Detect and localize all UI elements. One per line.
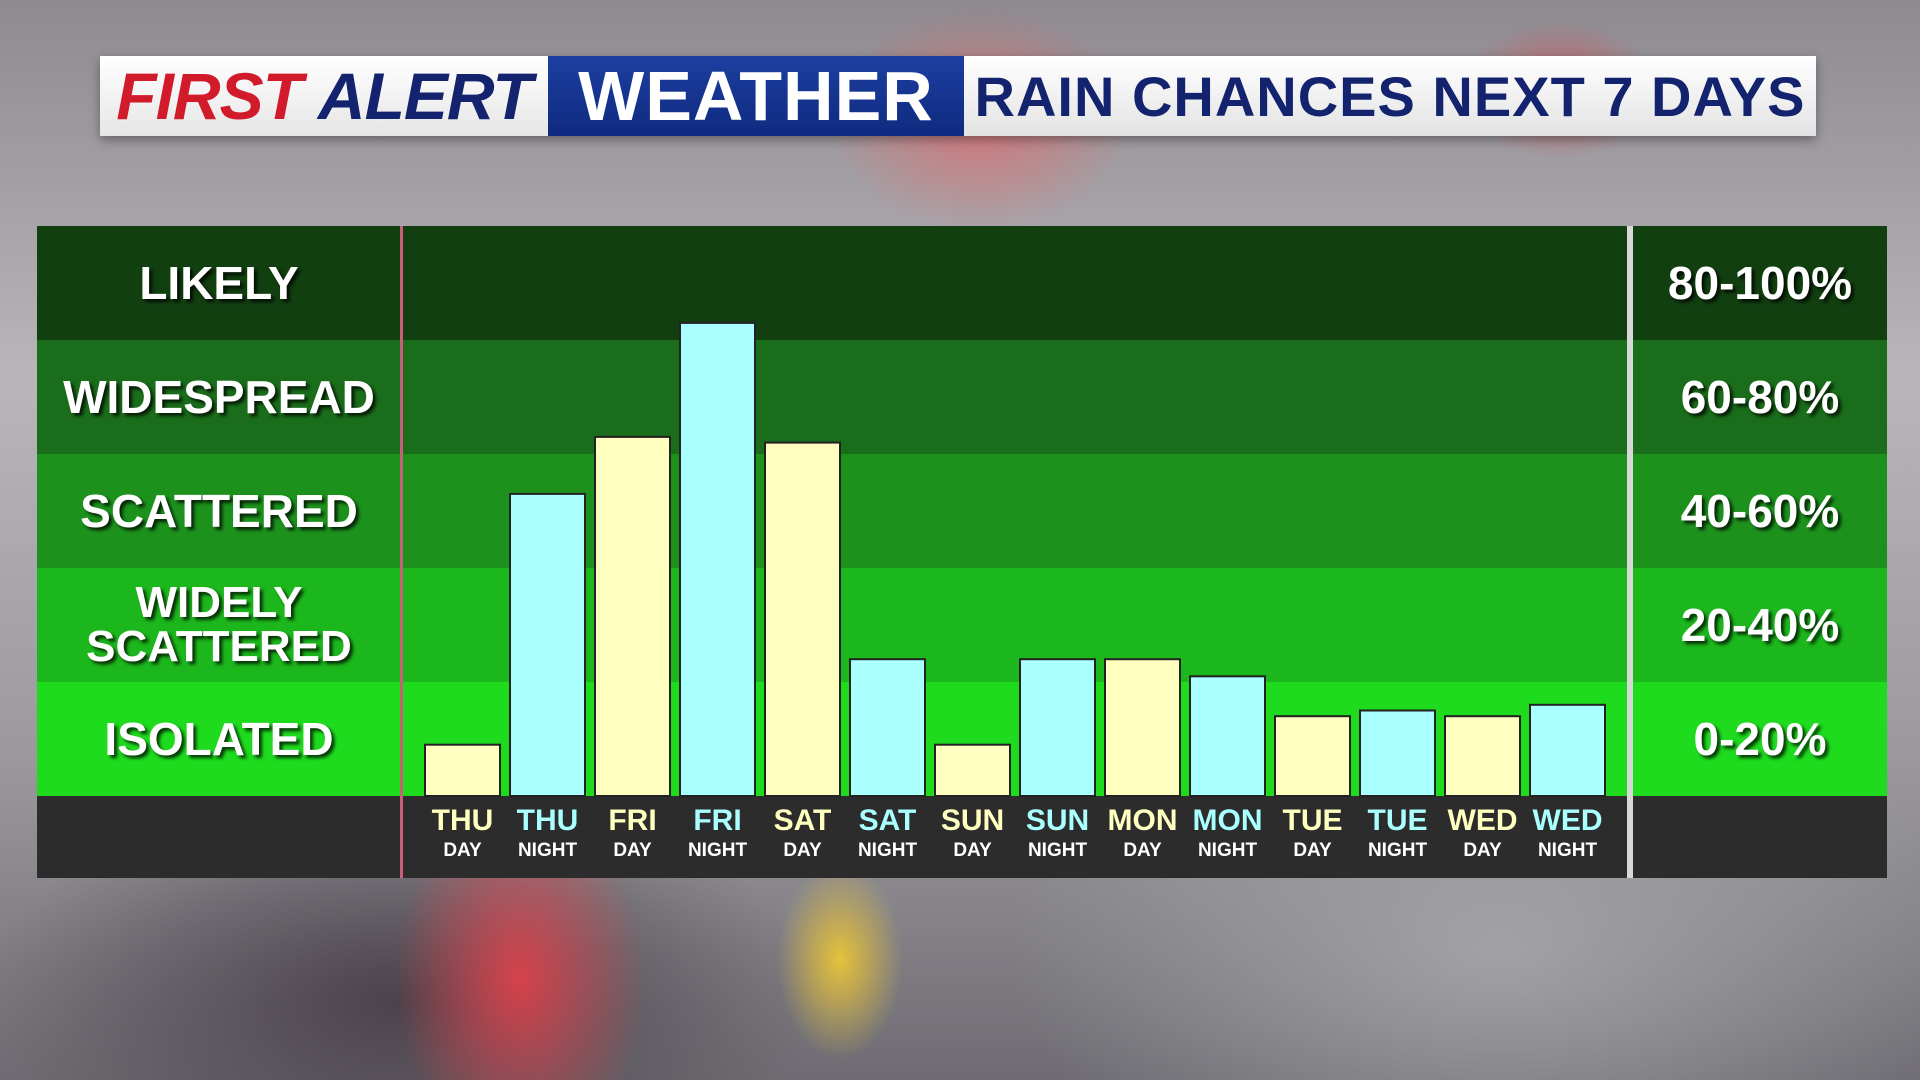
pct-band-scattered: 40-60%: [1633, 454, 1887, 568]
tick-label-period: DAY: [953, 840, 992, 861]
tick-label-period: NIGHT: [1028, 840, 1088, 861]
tick-label-period: DAY: [1463, 840, 1502, 861]
chart-panel: THU DAY THU NIGHT FRI DAY FRI NIGHT SAT DAY SAT NIG…: [403, 226, 1627, 878]
tick-label-day: WED: [1533, 804, 1603, 837]
bar-fri-day: [594, 435, 671, 797]
percent-label-20-40: 20-40%: [1680, 599, 1840, 651]
tick-label-period: NIGHT: [1368, 840, 1428, 861]
pct-band-likely: 80-100%: [1633, 226, 1887, 340]
bar-sun-night: [1019, 658, 1096, 798]
tick-label-day: THU: [517, 804, 579, 837]
right-divider: [1627, 226, 1633, 878]
brand-first: FIRST: [116, 59, 303, 133]
tick-label-period: NIGHT: [1198, 840, 1258, 861]
x-axis-strip: [403, 796, 1627, 878]
bar-tue-night: [1359, 709, 1436, 797]
bottom-strip-right: [1633, 796, 1887, 878]
band-widely-scattered: WIDELY SCATTERED: [37, 568, 401, 682]
left-divider: [400, 226, 403, 878]
chart-band-widespread: [403, 340, 1627, 454]
band-widespread: WIDESPREAD: [37, 340, 401, 454]
category-label-isolated: ISOLATED: [104, 713, 334, 765]
pct-band-widely-scattered: 20-40%: [1633, 568, 1887, 682]
chart-title: RAIN CHANCES NEXT 7 DAYS: [964, 56, 1816, 136]
band-isolated: ISOLATED: [37, 682, 401, 796]
tick-label-period: DAY: [1123, 840, 1162, 861]
band-likely: LIKELY: [37, 226, 401, 340]
brand-alert: ALERT: [317, 59, 533, 133]
bottom-strip-left: [37, 796, 401, 878]
category-label-scattered: SCATTERED: [80, 485, 358, 537]
tick-label-period: NIGHT: [518, 840, 578, 861]
tick-label-day: SUN: [1026, 804, 1089, 837]
tick-label-day: MON: [1193, 804, 1263, 837]
category-label-widely-scattered: WIDELY SCATTERED: [86, 578, 352, 671]
tick-label-period: DAY: [783, 840, 822, 861]
bar-tue-day: [1274, 715, 1351, 798]
tick-label-day: SUN: [941, 804, 1004, 837]
tick-label-period: DAY: [443, 840, 482, 861]
percent-label-80-100: 80-100%: [1667, 257, 1853, 309]
tick-label-day: TUE: [1368, 804, 1428, 837]
tick-label-day: THU: [432, 804, 494, 837]
bar-wed-day: [1444, 715, 1521, 798]
bar-fri-night: [679, 321, 756, 798]
category-panel: LIKELY WIDESPREAD SCATTERED WIDELY SCATT…: [37, 226, 401, 878]
pct-band-widespread: 60-80%: [1633, 340, 1887, 454]
bar-sun-day: [934, 743, 1011, 798]
percent-label-0-20: 0-20%: [1693, 713, 1827, 765]
tick-label-period: NIGHT: [858, 840, 918, 861]
bar-mon-night: [1189, 675, 1266, 797]
header-banner: FIRST ALERT WEATHER RAIN CHANCES NEXT 7 …: [100, 56, 1816, 136]
percent-label-40-60: 40-60%: [1680, 485, 1840, 537]
bar-mon-day: [1104, 658, 1181, 798]
tick-label-day: SAT: [774, 804, 832, 837]
tick-label-day: MON: [1108, 804, 1178, 837]
percent-panel: 80-100% 60-80% 40-60% 20-40% 0-20%: [1633, 226, 1887, 878]
category-label-likely: LIKELY: [139, 257, 299, 309]
bar-sat-day: [764, 441, 841, 797]
bar-wed-night: [1529, 703, 1606, 797]
brand-weather: WEATHER: [548, 56, 964, 136]
tick-label-period: NIGHT: [1538, 840, 1598, 861]
bar-thu-night: [509, 492, 586, 797]
tick-label-day: TUE: [1283, 804, 1343, 837]
chart-band-likely: [403, 226, 1627, 340]
tick-label-day: SAT: [859, 804, 917, 837]
tick-label-day: FRI: [693, 804, 741, 837]
tick-label-period: NIGHT: [688, 840, 748, 861]
tick-label-period: DAY: [1293, 840, 1332, 861]
tick-label-day: WED: [1448, 804, 1518, 837]
bar-chart: THU DAY THU NIGHT FRI DAY FRI NIGHT SAT DAY SAT NIG…: [424, 321, 1606, 861]
bar-sat-night: [849, 658, 926, 798]
bar-thu-day: [424, 743, 501, 798]
category-label-widespread: WIDESPREAD: [63, 371, 375, 423]
tick-label-day: FRI: [608, 804, 656, 837]
percent-label-60-80: 60-80%: [1680, 371, 1840, 423]
tick-label-period: DAY: [613, 840, 652, 861]
pct-band-isolated: 0-20%: [1633, 682, 1887, 796]
brand-logo: FIRST ALERT: [100, 56, 548, 136]
band-scattered: SCATTERED: [37, 454, 401, 568]
